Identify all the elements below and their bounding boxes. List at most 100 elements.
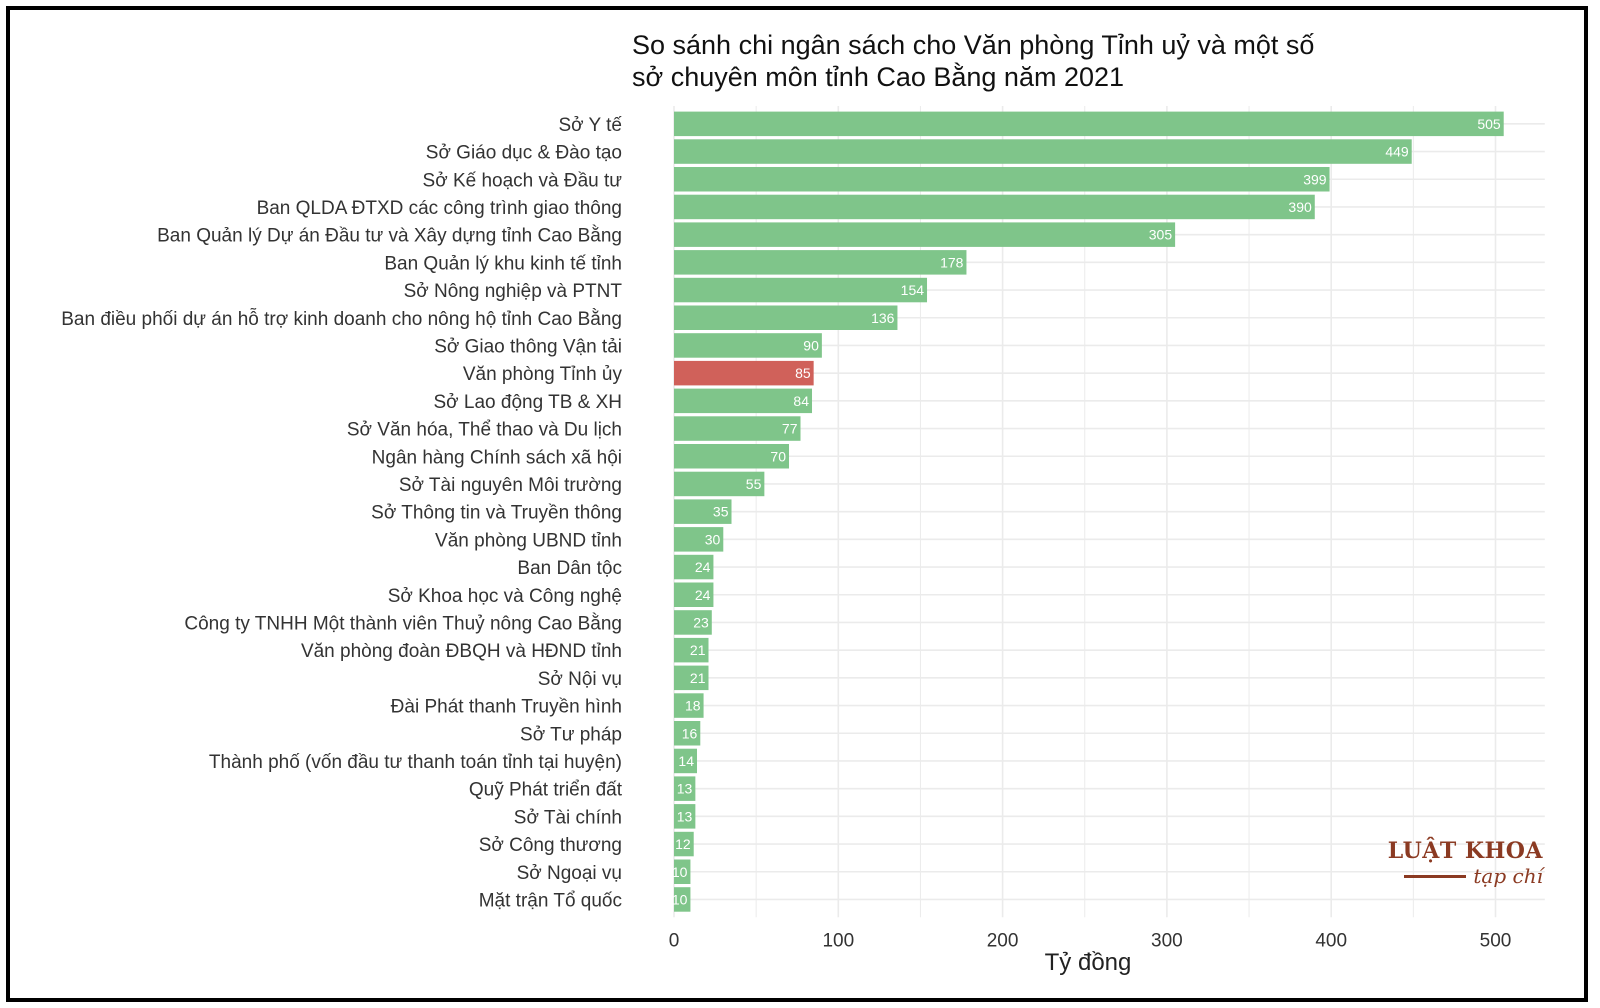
value-label: 14	[678, 753, 694, 769]
value-label: 12	[675, 836, 691, 852]
bar	[674, 748, 698, 774]
x-tick-labels: 0 100 200 300 400 500	[669, 930, 1512, 951]
bar	[674, 554, 714, 580]
x-tick-label: 100	[822, 930, 854, 951]
bar	[674, 471, 765, 497]
bar	[674, 333, 822, 358]
value-label: 35	[713, 504, 729, 520]
luat-khoa-logo: LUẬT KHOA tạp chí	[1388, 838, 1543, 888]
bar	[674, 693, 704, 718]
x-axis-label: Tỷ đồng	[1045, 949, 1132, 976]
category-label: Sở Công thương	[479, 835, 622, 856]
value-label: 70	[770, 448, 786, 464]
bar	[674, 527, 724, 552]
category-label: Ban điều phối dự án hỗ trợ kinh doanh ch…	[61, 308, 622, 330]
value-label: 154	[901, 282, 925, 298]
category-labels: Sở Y tế Sở Giáo dục & Đào tạo Sở Kế hoạch …	[61, 115, 622, 912]
bar	[674, 305, 898, 330]
value-label: 30	[705, 531, 721, 547]
x-tick-label: 0	[669, 930, 680, 951]
chart-title-line-2: sở chuyên môn tỉnh Cao Bằng năm 2021	[632, 62, 1125, 92]
value-label: 77	[782, 421, 798, 437]
value-label: 90	[803, 337, 819, 353]
bar	[674, 831, 694, 857]
bar	[674, 804, 696, 829]
value-label: 305	[1149, 227, 1173, 243]
bar	[674, 167, 1330, 192]
value-labels: 505 449 399 390 305 178 154 136 90 85 84 77 70 55 35 30…	[672, 116, 1501, 908]
value-label: 84	[793, 393, 809, 409]
category-label: Sở Khoa học và Công nghệ	[388, 586, 622, 607]
bar	[674, 194, 1315, 220]
category-label: Văn phòng đoàn ĐBQH và HĐND tỉnh	[301, 641, 622, 662]
bar	[674, 444, 790, 469]
category-label: Thành phố (vốn đầu tư thanh toán tỉnh tạ…	[209, 752, 622, 773]
category-label: Ban QLDA ĐTXD các công trình giao thông	[257, 198, 622, 219]
value-label: 178	[940, 254, 964, 270]
bars	[674, 111, 1504, 912]
category-label: Sở Kế hoạch và Đầu tư	[423, 170, 623, 191]
bar	[674, 887, 691, 912]
bar	[674, 250, 967, 275]
x-tick-label: 500	[1480, 930, 1512, 951]
value-label: 10	[672, 891, 688, 907]
value-label: 85	[795, 365, 811, 381]
logo-rule	[1404, 875, 1466, 878]
bar	[674, 416, 801, 441]
category-label: Ban Quản lý Dự án Đầu tư và Xây dựng tỉn…	[157, 225, 622, 247]
bar	[674, 665, 709, 691]
x-tick-label: 300	[1151, 930, 1183, 951]
category-label: Sở Giáo dục & Đào tạo	[426, 143, 622, 164]
category-label: Ban Quản lý khu kinh tế tỉnh	[384, 253, 622, 274]
bar	[674, 139, 1412, 164]
category-label: Đài Phát thanh Truyền hình	[391, 697, 622, 718]
category-label: Sở Giao thông Vận tải	[434, 336, 622, 357]
category-label: Công ty TNHH Một thành viên Thuỷ nông Ca…	[184, 612, 622, 634]
category-label: Mặt trận Tổ quốc	[479, 890, 622, 911]
value-label: 505	[1477, 116, 1501, 132]
category-label: Văn phòng Tỉnh ủy	[463, 364, 623, 385]
x-tick-label: 400	[1315, 930, 1347, 951]
category-label: Sở Văn hóa, Thể thao và Du lịch	[347, 420, 622, 441]
category-label: Sở Nội vụ	[538, 669, 622, 690]
bar	[674, 499, 732, 524]
category-label: Sở Nông nghiệp và PTNT	[404, 281, 623, 302]
value-label: 16	[682, 725, 698, 741]
value-label: 390	[1288, 199, 1312, 215]
value-label: 399	[1303, 171, 1327, 187]
bar	[674, 721, 701, 746]
value-label: 24	[695, 587, 711, 603]
value-label: 21	[690, 642, 706, 658]
value-label: 24	[695, 559, 711, 575]
category-label: Văn phòng UBND tỉnh	[435, 530, 622, 551]
value-label: 55	[746, 476, 762, 492]
category-label: Sở Ngoại vụ	[517, 863, 622, 884]
value-label: 23	[693, 614, 709, 630]
bar	[674, 776, 696, 801]
value-label: 136	[871, 310, 895, 326]
value-label: 10	[672, 864, 688, 880]
bar	[674, 859, 691, 884]
logo-main-text: LUẬT KHOA	[1387, 838, 1543, 864]
category-label: Sở Tài nguyên Môi trường	[399, 475, 622, 496]
value-label: 21	[690, 670, 706, 686]
logo-sub-text: tạp chí	[1473, 864, 1543, 888]
bar	[674, 637, 709, 663]
chart-title-line-1: So sánh chi ngân sách cho Văn phòng Tỉnh…	[632, 30, 1315, 60]
bar	[674, 610, 712, 635]
value-label: 449	[1385, 144, 1409, 160]
category-label: Quỹ Phát triển đất	[469, 780, 623, 801]
x-tick-label: 200	[987, 930, 1019, 951]
bar	[674, 277, 928, 303]
bar	[674, 388, 813, 414]
bar	[674, 582, 714, 607]
value-label: 18	[685, 698, 701, 714]
bar	[674, 111, 1504, 137]
category-label: Sở Tư pháp	[520, 724, 622, 745]
category-label: Sở Lao động TB & XH	[434, 392, 623, 413]
category-label: Ngân hàng Chính sách xã hội	[372, 447, 622, 468]
category-label: Sở Tài chính	[514, 807, 622, 828]
value-label: 13	[677, 808, 693, 824]
bar	[674, 222, 1176, 247]
